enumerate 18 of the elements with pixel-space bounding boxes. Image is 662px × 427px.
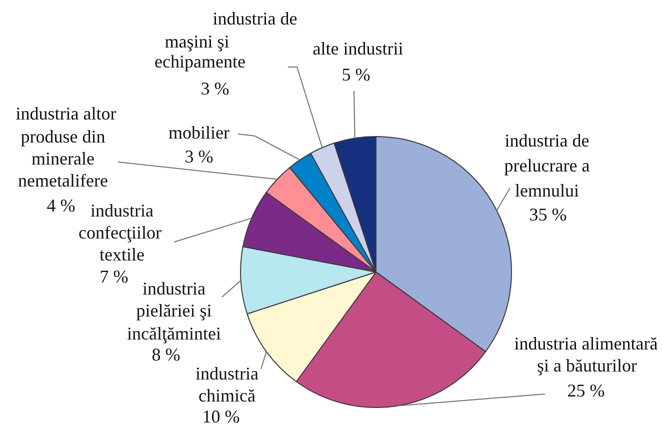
data-label: 5 % xyxy=(342,64,370,85)
data-label: 25 % xyxy=(567,380,605,401)
slice-label: industria altor produse din minerale nemetalifere xyxy=(16,104,116,191)
slice-label: alte industrii xyxy=(312,38,404,59)
data-label: 4 % xyxy=(46,196,76,216)
data-label: 8 % xyxy=(152,344,180,365)
data-label: 10 % xyxy=(202,406,240,427)
slice-label: industria chimică xyxy=(196,364,258,406)
slice-label: industria de maşini şi echipamente xyxy=(154,8,298,72)
data-label: 35 % xyxy=(529,204,567,225)
slice-label: industria pielăriei şi incălţămintei xyxy=(127,278,221,344)
slice-label: industria confecţiilor textile xyxy=(78,200,162,265)
slice-label: mobilier xyxy=(168,122,230,143)
data-label: 7 % xyxy=(100,266,128,287)
slice-label: industria de prelucrare a lemnului xyxy=(504,130,590,201)
slice-label: industria alimentară şi a băuturilor xyxy=(514,334,658,376)
data-label: 3 % xyxy=(200,78,230,99)
data-label: 3 % xyxy=(184,146,214,167)
